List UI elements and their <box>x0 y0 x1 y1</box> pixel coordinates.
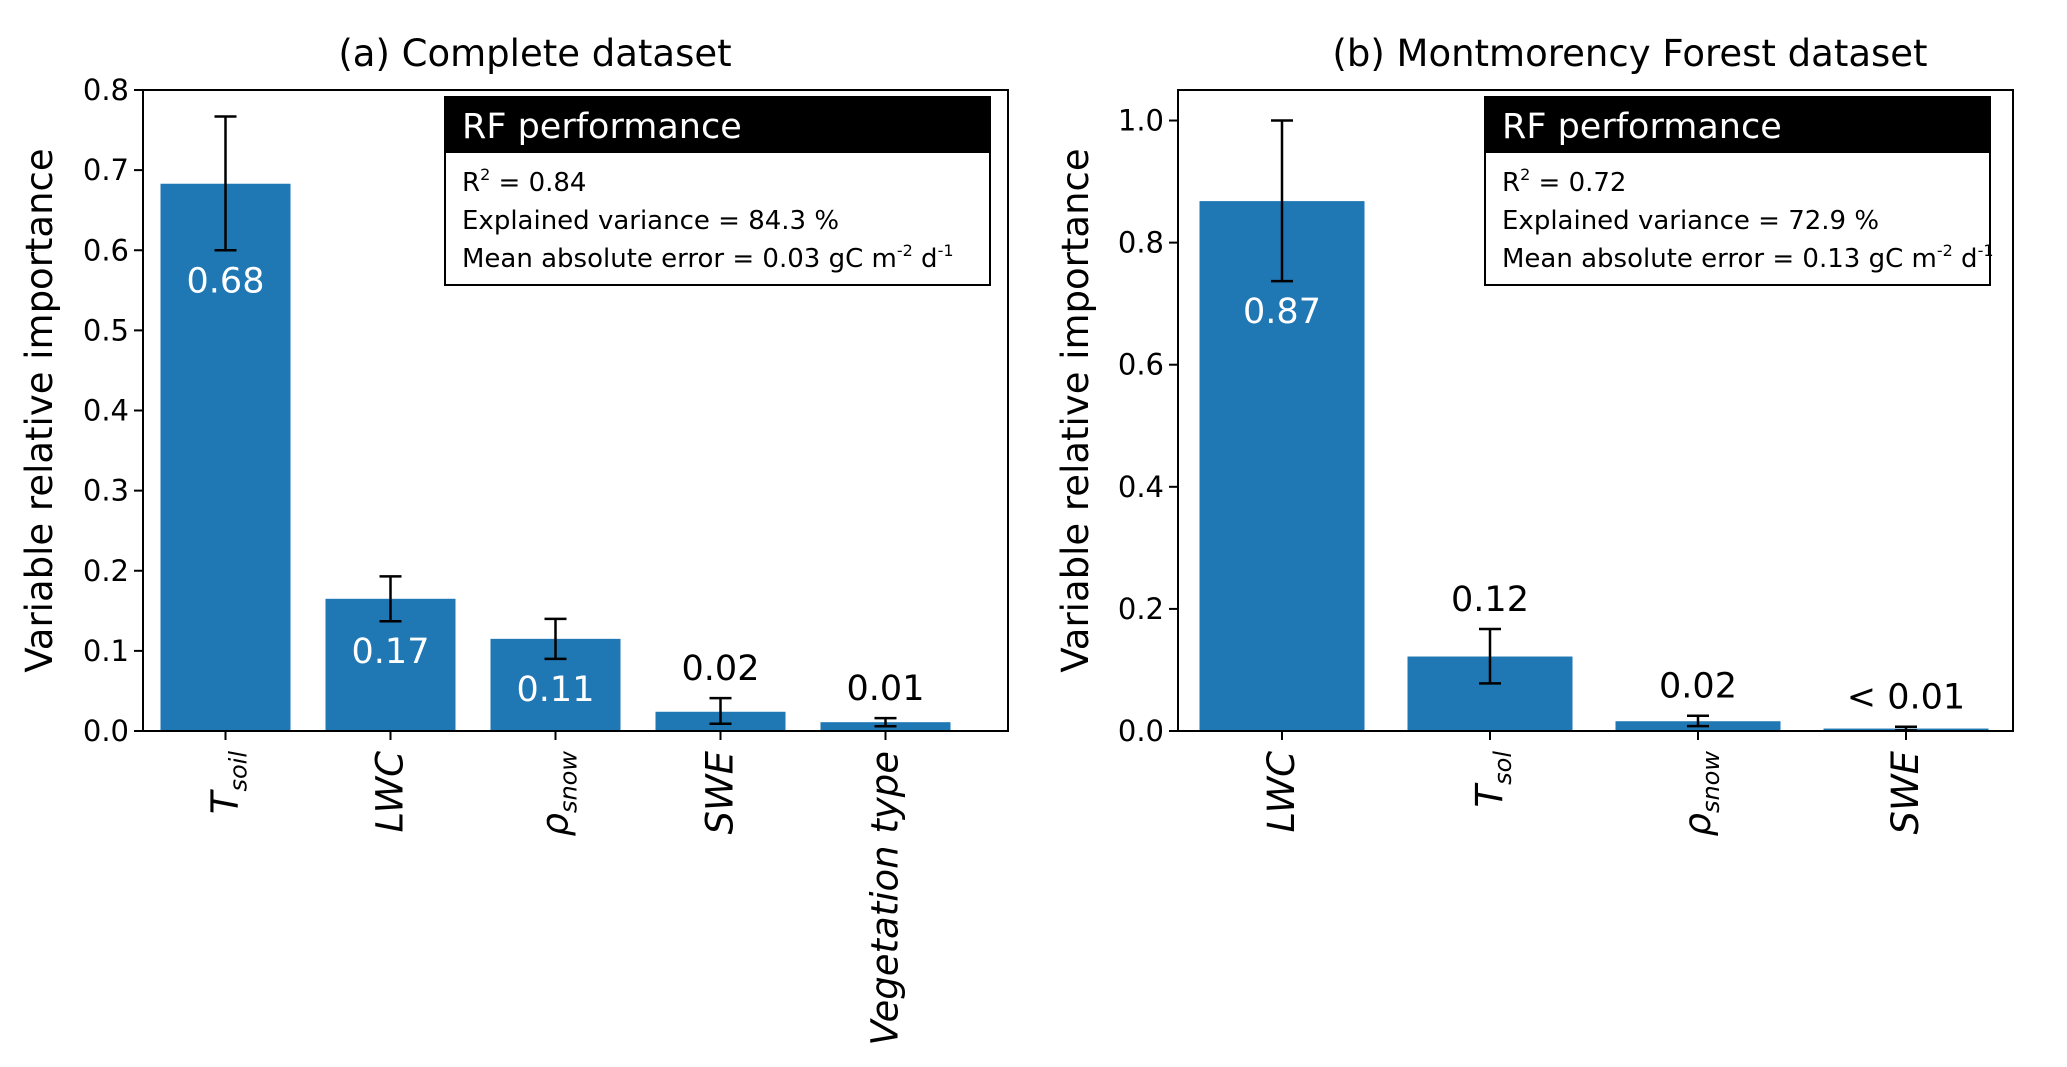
x-tick-label-main: T <box>1468 782 1511 807</box>
bar <box>1199 201 1365 731</box>
mae-superscript-1: -2 <box>1937 241 1953 260</box>
error-bar <box>214 115 237 252</box>
x-tick-label-main: SWE <box>699 750 742 834</box>
performance-box-header-bg <box>445 97 990 153</box>
y-tick-label: 0.8 <box>1118 226 1164 260</box>
mae-mid: d <box>1953 244 1978 274</box>
r2-line: R2 = 0.84 <box>462 165 586 198</box>
performance-box-header-bg <box>1485 97 1990 153</box>
y-tick-label: 0.0 <box>83 714 129 748</box>
value-label: < 0.01 <box>1847 678 1965 718</box>
error-bar <box>1479 627 1501 685</box>
mae-prefix: Mean absolute error = 0.13 gC m <box>1502 244 1937 274</box>
x-tick-label: LWC <box>369 751 412 833</box>
value-label: 0.68 <box>187 261 265 301</box>
y-tick-label: 1.0 <box>1118 104 1164 138</box>
performance-box-header: RF performance <box>462 107 742 147</box>
y-tick-label: 0.2 <box>1118 592 1164 626</box>
x-tick-label-main: LWC <box>369 751 412 833</box>
value-label: 0.01 <box>847 669 925 709</box>
mae-superscript-1: -2 <box>897 241 913 260</box>
y-tick-label: 0.8 <box>83 73 129 107</box>
bar <box>160 183 291 732</box>
r2-superscript: 2 <box>480 165 490 184</box>
value-label: 0.11 <box>517 670 595 710</box>
y-tick-label: 0.5 <box>83 313 129 347</box>
r2-prefix: R <box>462 168 480 198</box>
error-bar <box>1687 714 1709 728</box>
x-tick-label: SWE <box>699 750 742 834</box>
y-tick-label: 0.6 <box>83 233 129 267</box>
x-tick-label-main: SWE <box>1884 750 1927 834</box>
error-bar <box>379 575 402 623</box>
plot-frame <box>1177 89 2014 732</box>
x-tick-label: Tsoil <box>204 751 253 814</box>
x-tick-label-subscript: snow <box>1697 751 1725 813</box>
value-label: 0.02 <box>682 649 760 689</box>
mae-line: Mean absolute error = 0.03 gC m-2 d-1 <box>462 241 954 274</box>
value-label: 0.02 <box>1659 667 1737 707</box>
mae-line: Mean absolute error = 0.13 gC m-2 d-1 <box>1502 241 1994 274</box>
y-axis-label: Variable relative importance <box>1054 148 1097 672</box>
r2-superscript: 2 <box>1520 165 1530 184</box>
y-tick-label: 0.4 <box>1118 470 1164 504</box>
plot-frame <box>142 89 1009 732</box>
y-axis-label: Variable relative importance <box>18 148 61 672</box>
panel-title: (a) Complete dataset <box>338 32 731 75</box>
x-tick-label-main: ρ <box>534 813 577 837</box>
mae-superscript-2: -1 <box>938 241 954 260</box>
x-tick-label: Tsol <box>1468 751 1517 808</box>
error-bar <box>544 617 567 661</box>
x-tick-label-main: LWC <box>1260 751 1303 833</box>
x-tick-label: Vegetation type <box>864 751 907 1046</box>
value-label: 0.12 <box>1451 580 1529 620</box>
y-tick-label: 0.2 <box>83 554 129 588</box>
error-bar <box>874 716 897 728</box>
x-tick-label-subscript: soil <box>225 751 253 792</box>
x-tick-label-subscript: sol <box>1489 751 1517 785</box>
mae-superscript-2: -1 <box>1978 241 1994 260</box>
r2-prefix: R <box>1502 168 1520 198</box>
explained-variance-line: Explained variance = 84.3 % <box>462 206 839 236</box>
y-tick-label: 0.6 <box>1118 348 1164 382</box>
x-tick-label-main: Vegetation type <box>864 751 907 1046</box>
panel-title: (b) Montmorency Forest dataset <box>1332 32 1927 75</box>
explained-variance-line: Explained variance = 72.9 % <box>1502 206 1879 236</box>
y-tick-label: 0.4 <box>83 394 129 428</box>
x-tick-label: SWE <box>1884 750 1927 834</box>
mae-mid: d <box>913 244 938 274</box>
error-bar <box>709 696 732 726</box>
y-tick-label: 0.7 <box>83 153 129 187</box>
performance-box: RF performance R2 = 0.84 Explained varianc… <box>444 96 991 286</box>
value-label: 0.87 <box>1243 292 1321 332</box>
x-tick-label: ρsnow <box>534 751 583 837</box>
panel-a: (a) Complete dataset Variable relative im… <box>18 32 1009 1046</box>
performance-box-header: RF performance <box>1502 107 1782 147</box>
x-tick-label-main: T <box>204 789 247 814</box>
value-label: 0.17 <box>352 632 430 672</box>
r2-value: = 0.84 <box>490 168 586 198</box>
mae-prefix: Mean absolute error = 0.03 gC m <box>462 244 897 274</box>
x-tick-label: LWC <box>1260 751 1303 833</box>
x-tick-label-main: ρ <box>1676 813 1719 837</box>
y-tick-label: 0.1 <box>83 634 129 668</box>
r2-line: R2 = 0.72 <box>1502 165 1626 198</box>
y-tick-label: 0.3 <box>83 474 129 508</box>
panel-b: (b) Montmorency Forest dataset Variable r… <box>1054 32 2014 837</box>
x-tick-label-subscript: snow <box>555 751 583 813</box>
x-tick-label: ρsnow <box>1676 751 1725 837</box>
error-bar <box>1271 119 1293 283</box>
y-tick-label: 0.0 <box>1118 714 1164 748</box>
performance-box: RF performance R2 = 0.72 Explained varianc… <box>1484 96 1994 286</box>
r2-value: = 0.72 <box>1530 168 1626 198</box>
